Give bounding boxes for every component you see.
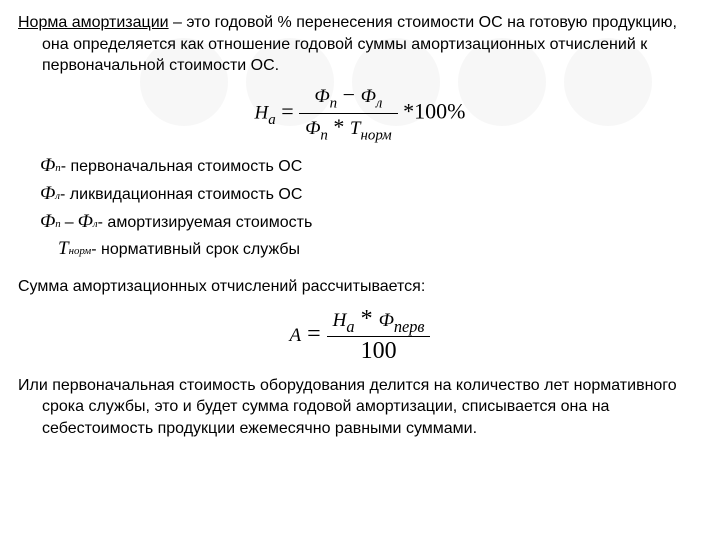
def4-text: - нормативный срок службы bbox=[91, 239, 300, 261]
f2-num-b-sub: перв bbox=[394, 316, 425, 335]
f1-tail: *100% bbox=[398, 98, 466, 123]
def3-a-sub: п bbox=[55, 217, 60, 232]
formula-2: A = Hа * Фперв 100 bbox=[18, 306, 702, 365]
def4-sym: Т bbox=[58, 236, 69, 262]
f1-den-b-sub: норм bbox=[360, 127, 391, 143]
f1-num-a: Ф bbox=[314, 86, 329, 107]
f1-den-a: Ф bbox=[305, 118, 320, 139]
def-4: Тнорм- нормативный срок службы bbox=[18, 236, 702, 262]
def1-text: - первоначальная стоимость ОС bbox=[61, 156, 303, 178]
def3-b: Ф bbox=[78, 209, 93, 235]
f2-num-b: Ф bbox=[379, 310, 394, 331]
def2-text: - ликвидационная стоимость ОС bbox=[60, 184, 302, 206]
f2-fraction: Hа * Фперв 100 bbox=[327, 306, 431, 365]
term: Норма амортизации bbox=[18, 14, 169, 31]
f1-num-b-sub: л bbox=[376, 95, 383, 111]
formula-1: Hа = Фп − Фл Фп * Тнорм *100% bbox=[18, 83, 702, 144]
f1-den-b: Т bbox=[350, 118, 361, 139]
f2-lhs: A bbox=[290, 325, 302, 346]
def4-sub: норм bbox=[69, 244, 92, 259]
f1-fraction: Фп − Фл Фп * Тнорм bbox=[299, 83, 398, 144]
def3-dash: – bbox=[65, 212, 74, 234]
def1-sym: Ф bbox=[40, 153, 55, 179]
f1-star: * bbox=[328, 114, 350, 139]
f1-num-b: Ф bbox=[361, 86, 376, 107]
def-3: Фп – Фл - амортизируемая стоимость bbox=[18, 209, 702, 235]
def-2: Фл - ликвидационная стоимость ОС bbox=[18, 181, 702, 207]
f1-minus: − bbox=[337, 82, 360, 107]
f1-den-a-sub: п bbox=[320, 127, 327, 143]
f1-eq: = bbox=[276, 98, 299, 123]
mid-text: Сумма амортизационных отчислений рассчит… bbox=[18, 276, 702, 298]
definitions: Фп - первоначальная стоимость ОС Фл - ли… bbox=[18, 153, 702, 262]
f2-num-a: H bbox=[333, 310, 347, 331]
f1-lhs-base: H bbox=[255, 102, 269, 123]
def3-text: - амортизируемая стоимость bbox=[98, 212, 313, 234]
f2-den: 100 bbox=[327, 337, 431, 364]
bottom-paragraph: Или первоначальная стоимость оборудовани… bbox=[18, 375, 702, 440]
f1-lhs-sub: а bbox=[268, 112, 275, 128]
def-1: Фп - первоначальная стоимость ОС bbox=[18, 153, 702, 179]
heading-paragraph: Норма амортизации – это годовой % перене… bbox=[18, 12, 702, 77]
def2-sym: Ф bbox=[40, 181, 55, 207]
slide-content: Норма амортизации – это годовой % перене… bbox=[18, 12, 702, 440]
def3-a: Ф bbox=[40, 209, 55, 235]
f2-eq: = bbox=[301, 321, 327, 347]
f2-num-a-sub: а bbox=[346, 316, 354, 335]
f2-star: * bbox=[355, 306, 379, 332]
